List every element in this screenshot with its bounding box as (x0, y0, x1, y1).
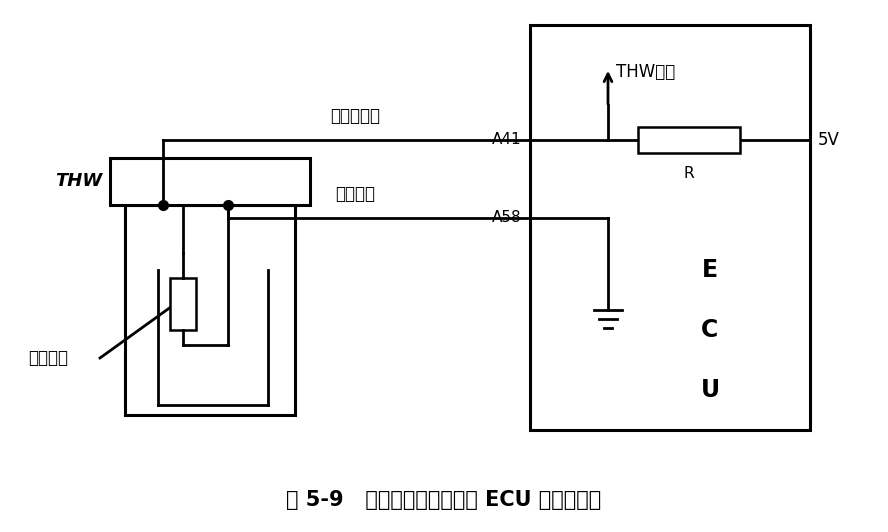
Text: U: U (701, 378, 719, 402)
Bar (110, 158, 310, 205)
Text: 图 5-9   冷却液温度传感器与 ECU 的电路连接: 图 5-9 冷却液温度传感器与 ECU 的电路连接 (286, 490, 602, 510)
Text: A58: A58 (492, 211, 522, 226)
Text: THW信号: THW信号 (616, 63, 675, 81)
Text: A41: A41 (492, 132, 522, 147)
Text: THW: THW (55, 172, 102, 190)
Bar (530, 25, 810, 430)
Bar (638, 127, 740, 153)
Bar (125, 205, 295, 415)
Text: R: R (684, 166, 694, 181)
Text: 热敏电阻: 热敏电阻 (28, 349, 68, 367)
Text: 信号线针脚: 信号线针脚 (330, 107, 380, 125)
Text: 地线针脚: 地线针脚 (335, 185, 375, 203)
Text: C: C (702, 318, 718, 342)
Text: E: E (702, 258, 718, 282)
Text: 5V: 5V (818, 131, 840, 149)
Bar (170, 278, 196, 330)
